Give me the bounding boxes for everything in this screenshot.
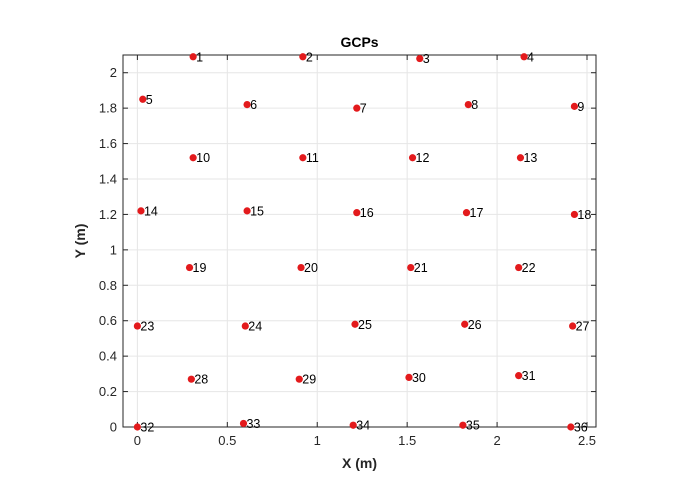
gcp-point-label: 1 — [196, 50, 203, 64]
gcp-point — [520, 53, 528, 61]
axis-ticks: 0 0.5 1 1.5 2 2.5 0 0.2 0.4 0.6 0.8 1 1.2 1.4 1.6 1.8 2 — [99, 55, 596, 448]
y-tick-label: 1 — [110, 242, 117, 257]
gcp-point-label: 29 — [302, 373, 316, 387]
gcp-point-label: 3 — [423, 52, 430, 66]
gcp-point — [516, 154, 525, 162]
gcp-point — [189, 154, 197, 162]
y-tick-label: 1.2 — [99, 207, 117, 222]
gcp-point — [187, 375, 195, 383]
gcp-point-label: 8 — [471, 98, 478, 112]
gcp-point-label: 13 — [523, 151, 537, 165]
gcp-point-label: 12 — [416, 151, 430, 165]
gcp-point — [353, 209, 361, 217]
gcp-point — [407, 263, 415, 272]
x-axis-title: X (m) — [342, 455, 377, 471]
gcp-point — [353, 104, 361, 112]
gcp-point — [243, 101, 251, 109]
x-tick-label: 0 — [134, 433, 141, 448]
gcp-point-label: 33 — [246, 417, 260, 431]
gcp-point — [189, 53, 197, 61]
gcp-point-label: 26 — [468, 318, 482, 332]
gcp-point-label: 16 — [360, 206, 374, 220]
y-tick-label: 0.4 — [99, 349, 117, 364]
y-tick-label: 0.6 — [99, 313, 117, 328]
x-tick-label: 0.5 — [218, 433, 236, 448]
gcp-point-label: 2 — [306, 50, 313, 64]
x-tick-label: 1.5 — [398, 433, 416, 448]
gcp-point — [295, 375, 303, 383]
x-tick-label: 1 — [314, 433, 321, 448]
gcp-point — [408, 154, 417, 162]
x-tick-label: 2 — [493, 433, 500, 448]
gcp-point-label: 10 — [196, 151, 210, 165]
x-tick-label: 2.5 — [578, 433, 596, 448]
gcp-point — [137, 207, 145, 215]
y-tick-label: 1.4 — [99, 172, 117, 187]
gcp-point — [243, 207, 251, 215]
gcp-point-label: 21 — [414, 261, 428, 275]
gcp-point-label: 7 — [360, 102, 367, 116]
gcp-point-label: 31 — [522, 369, 536, 383]
gcp-point-label: 11 — [306, 151, 319, 165]
y-tick-label: 1.6 — [99, 136, 117, 151]
gcp-point — [569, 322, 577, 330]
gcp-point — [185, 263, 194, 272]
gcp-point — [461, 320, 469, 328]
gcp-point — [349, 421, 357, 429]
gcp-point-label: 23 — [140, 320, 154, 334]
gcp-point-label: 34 — [356, 419, 370, 433]
y-axis-title: Y (m) — [72, 224, 88, 259]
chart-title: GCPs — [340, 34, 378, 50]
plot-area-frame — [122, 54, 597, 428]
gcp-point — [416, 54, 424, 63]
gcp-point-label: 20 — [304, 261, 318, 275]
gcp-point — [464, 101, 472, 109]
gcp-point-label: 27 — [576, 320, 590, 334]
gcp-point-label: 4 — [527, 50, 534, 64]
gcp-point — [405, 373, 413, 381]
gcp-point — [133, 423, 141, 431]
gcp-point-label: 5 — [146, 93, 153, 107]
y-tick-label: 0 — [110, 420, 117, 435]
gcp-point-label: 19 — [193, 261, 207, 275]
gcp-point-label: 32 — [140, 421, 154, 435]
gcp-point — [239, 419, 248, 428]
gcp-point — [139, 95, 147, 103]
gcp-point — [462, 209, 471, 217]
gcp-point — [459, 421, 467, 429]
gcp-point — [351, 320, 359, 328]
gcp-point-label: 9 — [577, 100, 584, 114]
gcp-point — [133, 322, 141, 330]
y-tick-label: 1.8 — [99, 101, 117, 116]
gcp-point-label: 24 — [248, 320, 262, 334]
gcp-point — [570, 102, 579, 110]
gcp-point-label: 25 — [358, 318, 372, 332]
gcp-point-label: 35 — [466, 419, 480, 433]
gcp-point — [299, 154, 307, 162]
gcp-point-label: 17 — [470, 206, 484, 220]
gcp-point-label: 30 — [412, 371, 426, 385]
y-tick-label: 0.2 — [99, 384, 117, 399]
gcp-point — [241, 322, 249, 330]
gcp-point — [297, 263, 305, 272]
gcp-point-label: 6 — [250, 98, 257, 112]
gcp-point — [515, 372, 523, 380]
gcp-point-label: 15 — [250, 204, 264, 218]
gcp-point-label: 22 — [522, 261, 536, 275]
gcp-point-label: 18 — [577, 208, 591, 222]
gcp-point-label: 14 — [144, 204, 158, 218]
gcp-point — [570, 210, 579, 219]
gcp-point — [299, 53, 307, 61]
gcp-point — [515, 263, 523, 272]
y-tick-label: 2 — [110, 65, 117, 80]
y-tick-label: 0.8 — [99, 278, 117, 293]
gcp-point-label: 36 — [574, 421, 588, 435]
gcp-point-label: 28 — [194, 373, 208, 387]
gcp-point — [567, 423, 575, 431]
